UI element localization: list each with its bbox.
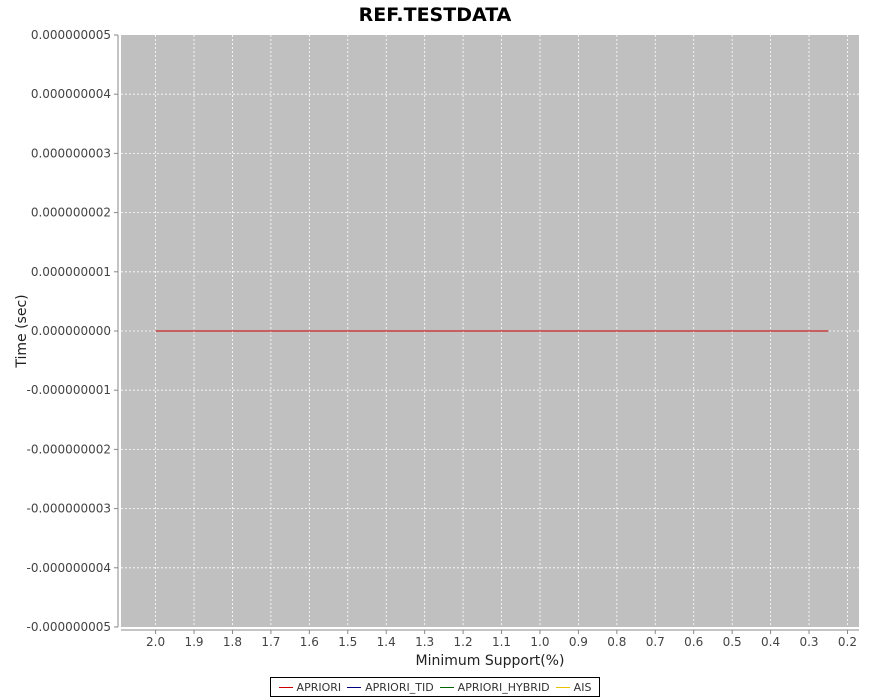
x-tick-label: 1.5 — [338, 635, 357, 649]
y-tick-label: -0.000000002 — [27, 442, 112, 456]
y-axis-label: Time (sec) — [14, 294, 30, 368]
x-tick-label: 1.9 — [184, 635, 203, 649]
legend-item: APRIORI_HYBRID — [439, 680, 550, 694]
y-tick-label: 0.000000002 — [31, 206, 111, 220]
chart-title: REF.TESTDATA — [359, 4, 512, 26]
y-tick-label: 0.000000004 — [31, 87, 111, 101]
y-tick-label: -0.000000004 — [27, 561, 112, 575]
y-tick-label: -0.000000003 — [27, 502, 112, 516]
legend-label: AIS — [573, 680, 592, 694]
x-tick-label: 1.0 — [530, 635, 549, 649]
legend-swatch — [278, 686, 293, 688]
legend-item: AIS — [555, 680, 592, 694]
x-tick-label: 1.2 — [454, 635, 473, 649]
x-tick-label: 1.3 — [415, 635, 434, 649]
x-tick-label: 0.7 — [646, 635, 665, 649]
x-tick-label: 0.5 — [723, 635, 742, 649]
y-tick-label: 0.000000001 — [31, 265, 111, 279]
legend-item: APRIORI_TID — [347, 681, 434, 694]
x-tick-label: 2.0 — [146, 635, 165, 649]
legend-swatch — [347, 686, 362, 688]
legend: APRIORI APRIORI_TID APRIORI_HYBRID AIS — [270, 677, 600, 697]
legend-swatch — [439, 686, 454, 688]
y-ticks: 0.000000005 0.000000004 0.000000003 0.00000… — [27, 28, 118, 634]
y-tick-label: -0.000000001 — [27, 383, 112, 397]
y-tick-label: -0.000000005 — [27, 620, 112, 634]
y-tick-label: 0.000000005 — [31, 28, 111, 42]
legend-label: APRIORI_TID — [365, 680, 434, 694]
y-tick-label: 0.000000000 — [31, 324, 111, 338]
y-tick-label: 0.000000003 — [31, 146, 111, 160]
legend-label: APRIORI_HYBRID — [457, 680, 550, 694]
legend-swatch — [555, 686, 570, 688]
x-tick-label: 0.8 — [607, 635, 626, 649]
x-tick-label: 1.4 — [377, 635, 396, 649]
x-tick-label: 0.4 — [761, 635, 780, 649]
x-tick-label: 1.1 — [492, 635, 511, 649]
x-tick-label: 1.7 — [261, 635, 280, 649]
x-axis-label: Minimum Support(%) — [416, 653, 565, 669]
x-tick-label: 0.3 — [799, 635, 818, 649]
x-tick-label: 0.9 — [569, 635, 588, 649]
x-tick-label: 0.2 — [838, 635, 857, 649]
x-tick-label: 1.8 — [223, 635, 242, 649]
x-tick-label: 0.6 — [684, 635, 703, 649]
x-ticks: 2.0 1.9 1.8 1.7 1.6 1.5 1.4 1.3 1.2 1.1 1.0 0.9 0.8 0… — [146, 630, 857, 649]
x-tick-label: 1.6 — [300, 635, 319, 649]
legend-item: APRIORI — [278, 680, 342, 694]
legend-label: APRIORI — [296, 680, 342, 694]
